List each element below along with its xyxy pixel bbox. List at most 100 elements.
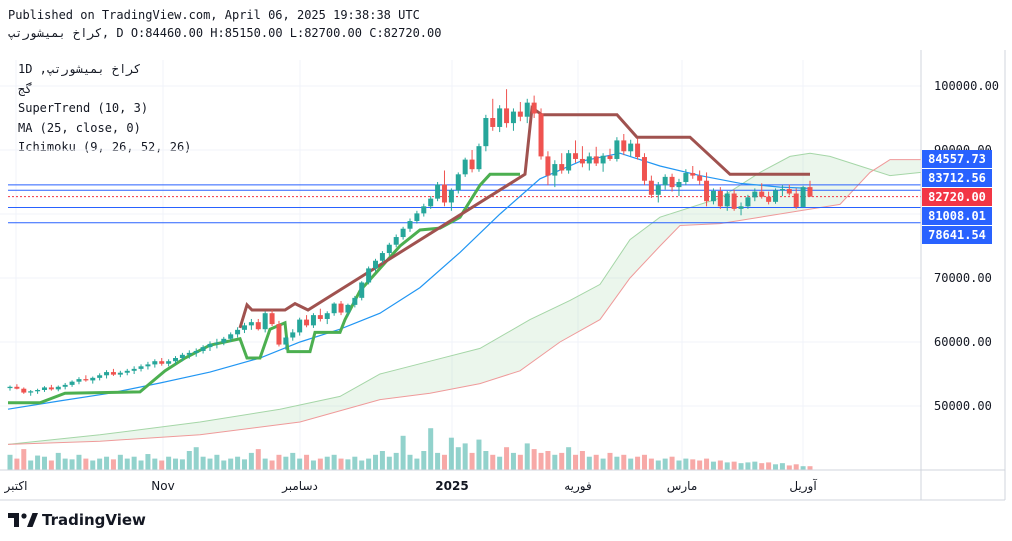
volume-bar [655,460,661,470]
candle-body [504,108,510,124]
candle-body [200,347,206,351]
candle-body [786,189,792,194]
candle-body [138,366,144,369]
cloud-fill [600,153,920,320]
price-label-text: 82720.00 [928,190,986,204]
volume-bar [214,454,220,470]
candle-body [28,391,34,393]
legend-line2: گج [18,81,33,96]
volume-bar [759,463,765,470]
candle-body [800,187,806,207]
price-label-text: 83712.56 [928,171,986,185]
volume-bar [552,454,558,470]
volume-bar [97,458,103,470]
candle-body [7,386,13,389]
candle-body [393,237,399,245]
volume-bar [62,458,68,470]
volume-bar [262,458,268,470]
candle-body [248,322,254,326]
price-labels: 84557.73 83712.56 82720.00 81008.01 78641.54 [922,150,992,244]
volume-bar [559,452,565,470]
volume-bar [310,460,316,470]
legend-symbol[interactable]: 1D ,کراخ بمیشورتپ [18,62,141,76]
candle-body [579,158,585,164]
tradingview-logo[interactable]: TradingView [8,511,146,529]
candle-body [710,190,716,202]
volume-bar [504,447,510,470]
volume-bar [793,464,799,470]
volume-bar [476,439,482,470]
candle-body [621,140,627,152]
candle-body [297,319,303,333]
x-tick-label: دسامبر [281,479,318,494]
price-label-text: 81008.01 [928,209,986,223]
volume-bar [641,454,647,470]
volume-bar [469,452,475,470]
volume-bar [104,456,110,470]
time-axis: اکتبر Nov دسامبر 2025 فوریه مارس آوریل [4,478,818,494]
volume-bar [414,458,420,470]
legend-ma[interactable]: MA (25, close, 0) [18,120,141,135]
candle-body [607,155,613,159]
candle-body [648,180,654,195]
volume-bar [166,456,172,470]
volume-bar [455,447,461,470]
volume-bar [179,459,185,470]
candle-body [779,189,785,191]
volume-bar [462,443,468,470]
volume-bar [717,460,723,470]
candle-body [21,388,27,393]
candle-body [676,182,682,188]
candle-body [641,157,647,181]
candle-body [14,386,20,389]
volume-bar [662,458,668,470]
x-tick-label: Nov [151,479,174,493]
candle-body [35,390,41,392]
candle-body [669,176,675,188]
candle-body [166,361,172,364]
volume-bar [510,452,516,470]
span-b-line [7,159,921,445]
volume-bar [745,462,751,470]
volume-bar [393,452,399,470]
volume-bar [621,454,627,470]
candle-body [469,159,475,170]
legend-supertrend[interactable]: SuperTrend (10, 3) [18,101,149,115]
candle-body [566,153,572,171]
candle-body [41,387,47,390]
price-axis: 100000.0090000.0080000.0070000.0060000.0… [934,79,999,413]
candle-body [455,174,461,191]
candle-body [573,153,579,159]
candle-body [717,190,723,207]
volume-bar [600,458,606,470]
volume-bar [276,454,282,470]
candle-body [228,334,234,339]
volume-bar [710,461,716,470]
volume-bar [248,452,254,470]
candle-body [752,191,758,198]
candle-body [559,164,565,171]
volume-bar [324,456,330,470]
candle-body [159,361,165,364]
x-tick-label: فوریه [564,479,592,494]
candle-body [262,313,268,330]
volume-bar [524,443,530,470]
volume-bar [738,463,744,470]
volume-bar [697,460,703,470]
ohlc-line: کراخ بمیشورتپ, D O:84460.00 H:85150.00 L… [8,26,442,40]
span-a-line [7,152,922,445]
volume-bar [779,463,785,470]
candle-body [283,337,289,345]
volume-bar [373,454,379,470]
candle-body [110,372,116,375]
volume-bar [145,454,151,470]
candle-body [338,303,344,313]
volume-bar [117,454,123,470]
candle-body [345,304,351,313]
price-label-bg [922,169,992,187]
candle-body [131,368,137,371]
volume-bars [7,428,813,470]
volume-bar [483,451,489,470]
candle-body [441,184,447,203]
